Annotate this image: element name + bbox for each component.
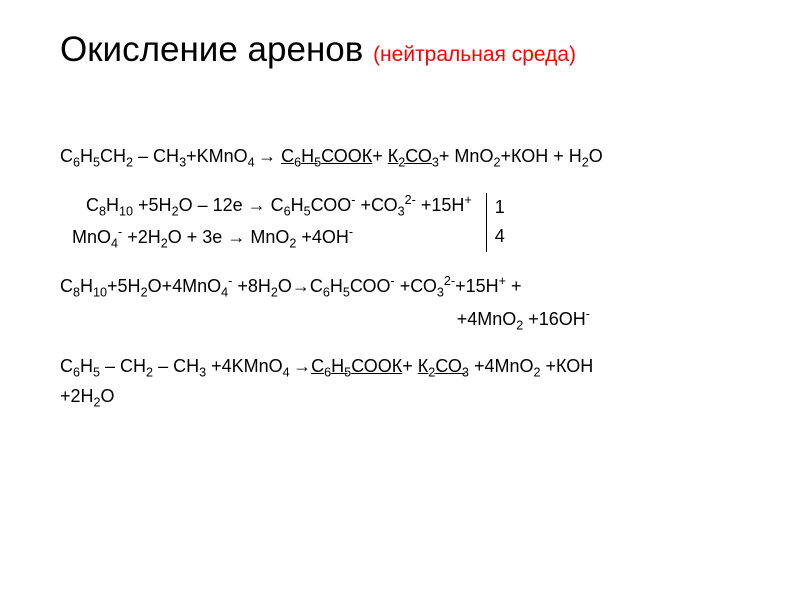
balanced-equation: С6Н5 – СН2 – СН3 +4KMnO4 →С6Н5СООК+ К2СО… bbox=[60, 356, 760, 381]
equation-overall: С6Н5СН2 – СН3+KMnO4 → С6Н5СООК+ К2СО3+ M… bbox=[60, 146, 760, 171]
half-reaction-oxidation: С8Н10 +5Н2О – 12е → С6Н5СОО- +СО32- +15Н… bbox=[86, 193, 472, 220]
coef-a: 1 bbox=[495, 197, 505, 219]
balanced-equation-cont: +2Н2О bbox=[60, 386, 760, 411]
half-reaction-reduction: MnO4- +2Н2О + 3е → MnO2 +4ОН- bbox=[72, 225, 472, 252]
coefficient-bar: 1 4 bbox=[486, 193, 505, 252]
coef-b: 4 bbox=[495, 226, 505, 248]
half-reactions: С8Н10 +5Н2О – 12е → С6Н5СОО- +СО32- +15Н… bbox=[60, 193, 760, 252]
title-sub: (нейтральная среда) bbox=[373, 43, 576, 66]
slide: Окисление аренов (нейтральная среда) С6Н… bbox=[0, 0, 800, 600]
slide-title: Окисление аренов (нейтральная среда) bbox=[60, 30, 760, 70]
title-main: Окисление аренов bbox=[60, 30, 373, 69]
ionic-sum-line2: +4MnO2 +16ОН- bbox=[60, 307, 760, 334]
ionic-sum-line1: С8Н10+5Н2О+4MnO4- +8Н2О→С6Н5СОО- +СО32-+… bbox=[60, 274, 760, 301]
